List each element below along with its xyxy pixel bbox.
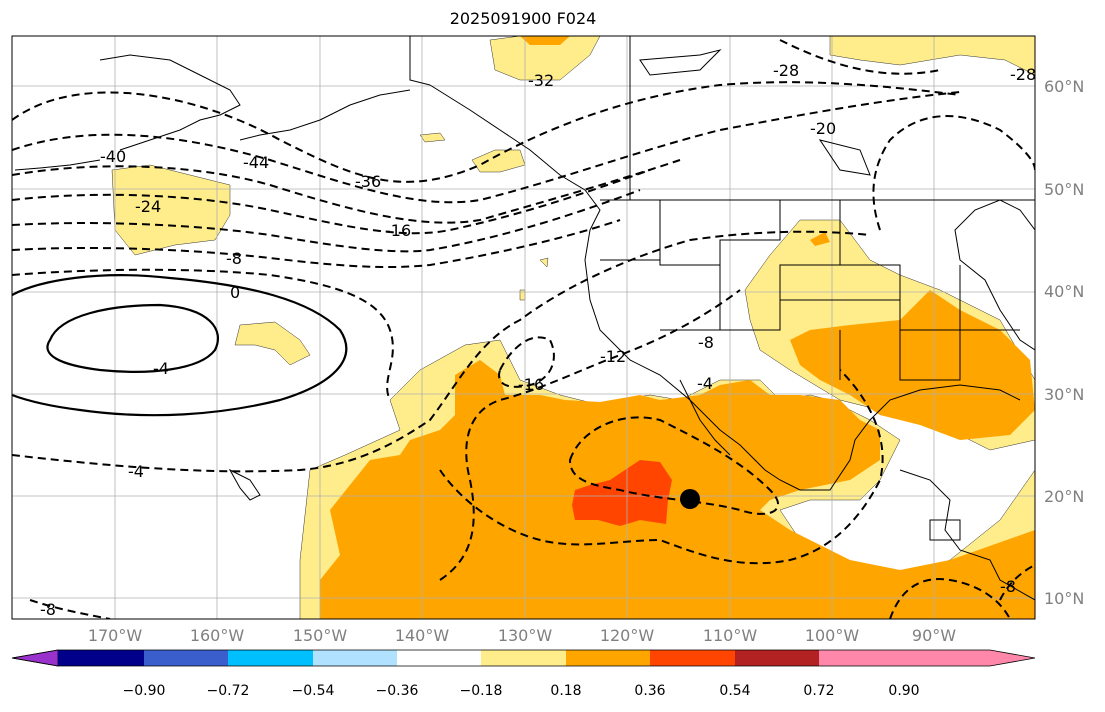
map-frame — [11, 35, 1036, 620]
colorbar-segment — [566, 650, 650, 666]
colorbar-segment — [735, 650, 819, 666]
colorbar-tick-label: 0.54 — [719, 683, 751, 699]
map-title: 2025091900 F024 — [449, 9, 597, 28]
colorbar-tick-label: −0.36 — [375, 683, 419, 699]
lat-label: 10°N — [1044, 589, 1085, 608]
colorbar-segment — [481, 650, 566, 666]
contour-label: -20 — [810, 119, 836, 138]
dashed-contours — [12, 39, 1035, 619]
colorbar-segment — [650, 650, 735, 666]
colorbar-tick-label: 0.72 — [803, 683, 835, 699]
contour-label: -8 — [1000, 577, 1016, 596]
contour-label: -36 — [355, 172, 381, 191]
colorbar-segment — [144, 650, 228, 666]
contour-label: -8 — [698, 333, 714, 352]
lon-label: 160°W — [189, 626, 245, 645]
lon-label: 130°W — [497, 626, 553, 645]
contour-label: 0 — [230, 283, 240, 302]
lat-label: 40°N — [1044, 282, 1085, 301]
contour-label: -8 — [40, 600, 56, 619]
map-panel: -28 -32 -28 -20 -40 -44 -36 -24 -16 -8 0… — [11, 35, 1036, 620]
colorbar-segment — [819, 650, 904, 666]
lon-label: 150°W — [292, 626, 348, 645]
colorbar-high-extend — [904, 650, 1035, 666]
colorbar-segment — [228, 650, 313, 666]
colorbar — [11, 649, 1036, 667]
contour-label: -4 — [697, 374, 713, 393]
lat-label: 20°N — [1044, 487, 1085, 506]
contour-label: -32 — [528, 71, 554, 90]
lon-label: 140°W — [394, 626, 450, 645]
lon-label: 120°W — [599, 626, 655, 645]
contour-label: -16 — [518, 375, 544, 394]
contour-label: -8 — [226, 249, 242, 268]
colorbar-tick-label: 0.90 — [888, 683, 920, 699]
contour-label: -12 — [600, 347, 626, 366]
colorbar-low-extend — [11, 649, 59, 667]
colorbar-tick-label: 0.36 — [634, 683, 666, 699]
lon-label: 110°W — [702, 626, 758, 645]
contour-label: -4 — [153, 359, 169, 378]
colorbar-tick-label: −0.54 — [291, 683, 335, 699]
strong-anomaly-fill — [572, 460, 672, 526]
contour-label: -16 — [385, 221, 411, 240]
lat-label: 60°N — [1044, 77, 1085, 96]
lon-label: 170°W — [87, 626, 143, 645]
contour-label: -40 — [100, 147, 126, 166]
colorbar-segment — [313, 650, 397, 666]
colorbar-tick-label: −0.90 — [122, 683, 166, 699]
lat-label: 50°N — [1044, 180, 1085, 199]
contour-label: -44 — [243, 153, 269, 172]
colorbar-segment — [58, 650, 144, 666]
contour-label: -4 — [128, 462, 144, 481]
lon-label: 90°W — [911, 626, 957, 645]
colorbar-segment — [397, 650, 481, 666]
contour-label: -28 — [1010, 65, 1036, 84]
colorbar-tick-label: −0.72 — [206, 683, 250, 699]
lat-label: 30°N — [1044, 385, 1085, 404]
solid-contours — [12, 274, 348, 417]
contour-label: -28 — [773, 61, 799, 80]
colorbar-tick-label: 0.18 — [550, 683, 582, 699]
colorbar-tick-label: −0.18 — [459, 683, 503, 699]
lat-lon-grid — [12, 36, 1035, 619]
contour-label: -24 — [135, 197, 161, 216]
medium-anomaly-fill — [320, 36, 1035, 619]
lon-label: 100°W — [804, 626, 860, 645]
storm-position-marker — [680, 489, 700, 509]
